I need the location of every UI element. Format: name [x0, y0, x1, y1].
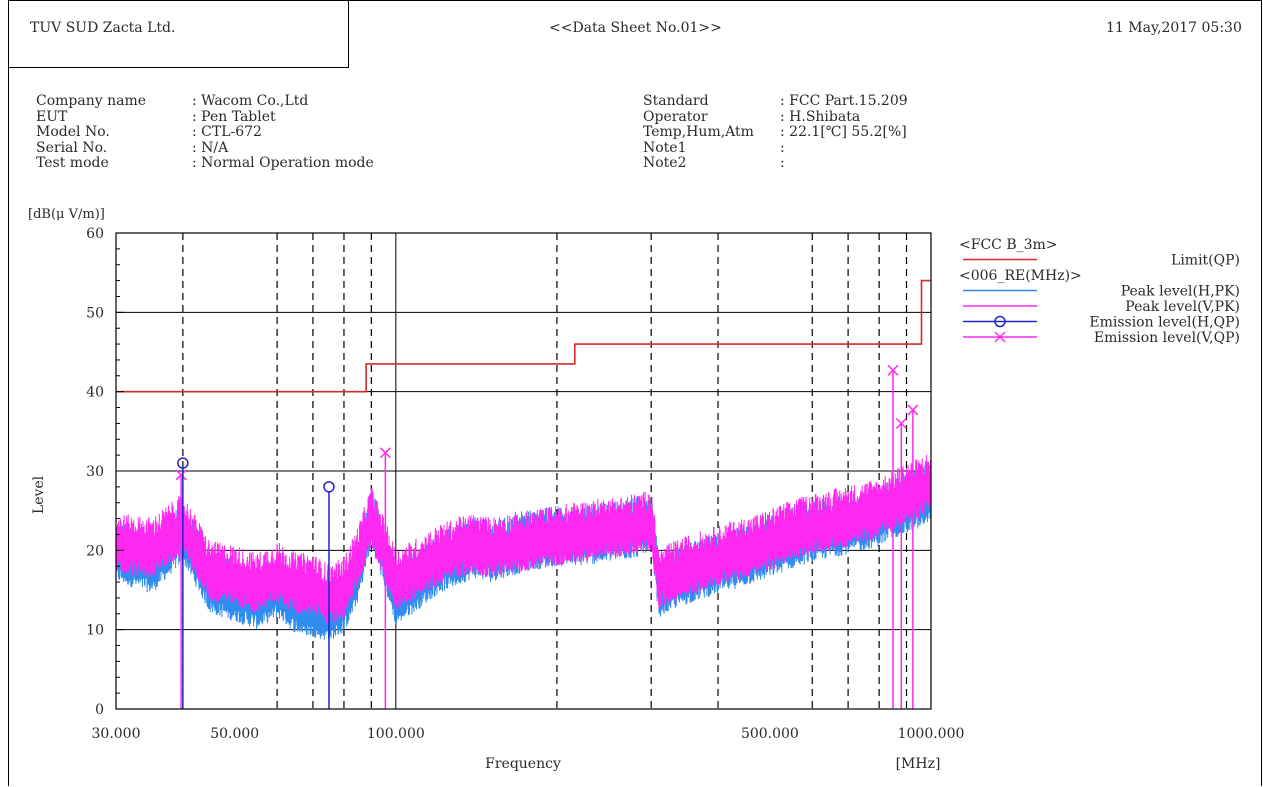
limit-qp-line: [116, 279, 931, 393]
info-label: Operator: [643, 108, 708, 125]
x-tick-label: 100.000: [367, 726, 425, 742]
company-box: [8, 0, 349, 68]
info-value: :: [780, 155, 785, 171]
x-tick-label: 50.000: [210, 726, 259, 742]
info-left-values: : Wacom Co.,Ltd : Pen Tablet : CTL-672 :…: [192, 93, 374, 172]
emission-h-marker: [177, 457, 189, 469]
legend-label: Peak level(V,PK): [1125, 299, 1240, 315]
emission-h-marker: [323, 481, 335, 493]
unit-label: [dB(μ V/m)]: [28, 207, 105, 222]
emission-v-marker: [887, 364, 899, 376]
legend-label: Emission level(V,QP): [1094, 330, 1240, 346]
info-label: Note1: [643, 139, 687, 156]
info-label: Standard: [643, 93, 709, 109]
info-left-labels: Company name EUT Model No. Serial No. Te…: [36, 93, 147, 172]
legend-label: Emission level(H,QP): [1089, 315, 1240, 331]
legend-group-label: <006_RE(MHz)>: [959, 268, 1082, 284]
y-tick-label: 50: [86, 305, 104, 321]
info-label: Test mode: [36, 155, 109, 171]
y-tick-label: 30: [86, 464, 104, 480]
y-axis-label: Level: [31, 475, 47, 514]
x-unit-label: [MHz]: [896, 756, 941, 772]
x-tick-label: 500.000: [741, 726, 799, 742]
info-right-values: : FCC Part.15.209 : H.Shibata : 22.1[℃] …: [780, 93, 908, 172]
info-value: : 22.1[℃] 55.2[%]: [780, 124, 907, 140]
info-label: Temp,Hum,Atm: [643, 124, 754, 140]
x-tick-label: 30.000: [92, 726, 141, 742]
info-value: : Normal Operation mode: [192, 155, 374, 171]
report-datetime: 11 May,2017 05:30: [1106, 20, 1242, 36]
y-tick-label: 0: [95, 702, 104, 718]
legend-group-label: <FCC B_3m>: [959, 237, 1058, 253]
info-value: :: [780, 139, 785, 156]
x-axis-label: Frequency: [485, 756, 561, 772]
legend-circle-marker: [994, 315, 1006, 328]
info-label: Serial No.: [36, 139, 108, 156]
info-label: Model No.: [36, 124, 110, 140]
emission-v-marker: [907, 404, 919, 416]
info-value: : Wacom Co.,Ltd: [192, 93, 309, 109]
peak-level-v-trace: [115, 454, 932, 624]
info-label: Note2: [643, 155, 687, 171]
sheet-title: <<Data Sheet No.01>>: [549, 20, 722, 36]
emission-v-marker: [895, 417, 907, 429]
info-label: Company name: [36, 93, 147, 109]
y-tick-label: 40: [86, 385, 104, 401]
info-value: : H.Shibata: [780, 108, 861, 125]
legend-x-marker: [994, 331, 1006, 343]
info-right-labels: Standard Operator Temp,Hum,Atm Note1 Not…: [643, 93, 754, 172]
company-name: TUV SUD Zacta Ltd.: [30, 20, 176, 36]
info-value: : FCC Part.15.209: [780, 93, 908, 109]
legend-label: Peak level(H,PK): [1121, 284, 1240, 300]
y-tick-label: 60: [86, 226, 104, 242]
emission-v-marker: [379, 447, 391, 459]
x-tick-label: 1000.000: [898, 726, 965, 742]
emission-v-marker: [175, 469, 187, 481]
legend-label: Limit(QP): [1171, 253, 1240, 269]
info-value: : N/A: [192, 139, 229, 156]
info-value: : Pen Tablet: [192, 108, 276, 125]
info-label: EUT: [36, 108, 68, 125]
y-tick-label: 10: [86, 623, 104, 639]
sheet-frame: [8, 0, 1262, 786]
y-tick-label: 20: [86, 543, 104, 559]
info-value: : CTL-672: [192, 124, 262, 140]
